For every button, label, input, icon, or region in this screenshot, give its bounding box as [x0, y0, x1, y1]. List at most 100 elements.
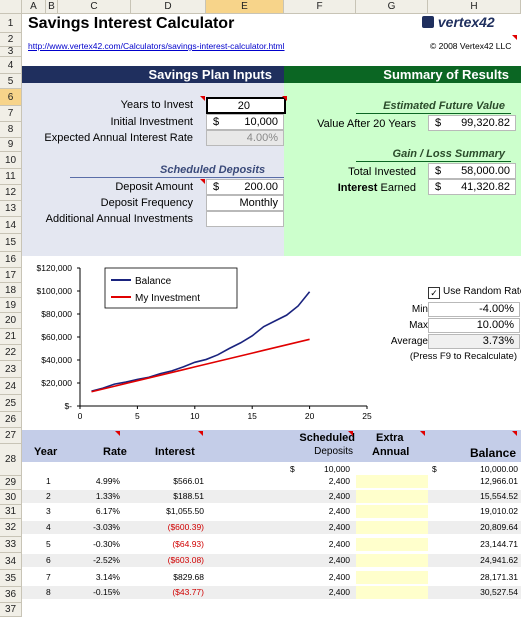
comment-marker-icon: [348, 431, 353, 436]
row-header-12[interactable]: 12: [0, 185, 22, 201]
select-all-corner[interactable]: [0, 0, 22, 14]
year-cell: 1: [46, 476, 51, 486]
extra-annual-input[interactable]: [356, 571, 428, 584]
table-row: 3 6.17% $1,055.50 2,400 19,010.02: [22, 505, 521, 518]
column-header-e[interactable]: E: [206, 0, 284, 14]
estimated-future-value-title: Estimated Future Value: [383, 100, 505, 112]
row-header-35[interactable]: 35: [0, 570, 22, 587]
row-header-10[interactable]: 10: [0, 152, 22, 169]
extra-annual-input[interactable]: [356, 538, 428, 551]
row-header-1[interactable]: 1: [0, 14, 22, 33]
rate-cell: -2.52%: [93, 555, 120, 565]
x-tick-label: 0: [78, 411, 83, 421]
copyright-text: © 2008 Vertex42 LLC: [430, 41, 512, 51]
row-header-4[interactable]: 4: [0, 57, 22, 74]
deposits-cell: 2,400: [328, 506, 350, 516]
rate-cell: 6.17%: [95, 506, 120, 516]
calculator-link[interactable]: http://www.vertex42.com/Calculators/savi…: [28, 41, 285, 51]
year-cell: 6: [46, 555, 51, 565]
balance-cell: 30,527.54: [480, 587, 518, 597]
x-tick-label: 20: [305, 411, 315, 421]
row-header-13[interactable]: 13: [0, 201, 22, 217]
row-header-19[interactable]: 19: [0, 298, 22, 313]
row-header-9[interactable]: 9: [0, 138, 22, 152]
column-header-f[interactable]: F: [284, 0, 356, 14]
row-header-21[interactable]: 21: [0, 329, 22, 345]
extra-annual-input[interactable]: [356, 490, 428, 503]
interest-earned-label: Interest Earned: [337, 182, 416, 194]
row-header-8[interactable]: 8: [0, 122, 22, 138]
extra-annual-input[interactable]: [356, 586, 428, 599]
row-header-30[interactable]: 30: [0, 490, 22, 505]
extra-annual-input[interactable]: [356, 475, 428, 488]
row-header-20[interactable]: 20: [0, 313, 22, 329]
average-label: Average: [390, 336, 428, 347]
row-header-23[interactable]: 23: [0, 361, 22, 378]
rate-header: Rate: [103, 446, 127, 458]
interest-rate-input[interactable]: 4.00%: [206, 130, 284, 146]
year-cell: 4: [46, 522, 51, 532]
deposits-cell: 2,400: [328, 491, 350, 501]
min-rate-input[interactable]: -4.00%: [428, 302, 520, 317]
y-tick-label: $-: [64, 401, 72, 411]
initial-investment-label: Initial Investment: [110, 116, 193, 128]
row-header-15[interactable]: 15: [0, 234, 22, 252]
max-rate-input[interactable]: 10.00%: [428, 318, 520, 333]
row-header-25[interactable]: 25: [0, 395, 22, 412]
row-header-24[interactable]: 24: [0, 378, 22, 395]
annual-header: Annual: [372, 446, 410, 458]
checkbox-icon[interactable]: ✓: [428, 287, 440, 299]
row-header-22[interactable]: 22: [0, 345, 22, 361]
row-header-14[interactable]: 14: [0, 217, 22, 234]
extra-annual-input[interactable]: [356, 554, 428, 567]
row-header-28[interactable]: 28: [0, 444, 22, 476]
average-rate-output: 3.73%: [428, 334, 520, 349]
random-rate-toggle[interactable]: ✓ Use Random Rate: [428, 286, 521, 300]
years-label: Years to Invest: [120, 99, 193, 111]
row-header-3[interactable]: 3: [0, 47, 22, 57]
row-header-6[interactable]: 6: [0, 89, 22, 106]
column-header-d[interactable]: D: [131, 0, 206, 14]
row-header-27[interactable]: 27: [0, 428, 22, 444]
row-header-32[interactable]: 32: [0, 519, 22, 537]
row-header-11[interactable]: 11: [0, 169, 22, 185]
x-tick-label: 15: [247, 411, 257, 421]
column-header-a[interactable]: A: [22, 0, 46, 14]
balance-cell: 24,941.62: [480, 555, 518, 565]
interest-cell: ($600.39): [167, 522, 204, 532]
row-header-33[interactable]: 33: [0, 537, 22, 553]
column-header-b[interactable]: B: [46, 0, 58, 14]
row-header-37[interactable]: 37: [0, 603, 22, 617]
summary-header-label: Summary of Results: [383, 67, 509, 82]
row-header-5[interactable]: 5: [0, 74, 22, 89]
row-header-29[interactable]: 29: [0, 476, 22, 490]
column-header-g[interactable]: G: [356, 0, 428, 14]
additional-investments-label: Additional Annual Investments: [45, 213, 193, 225]
initial-investment-input[interactable]: $ 10,000: [206, 114, 284, 130]
row-header-26[interactable]: 26: [0, 412, 22, 428]
row-header-34[interactable]: 34: [0, 553, 22, 570]
row-header-2[interactable]: 2: [0, 33, 22, 47]
balance-cell: 15,554.52: [480, 491, 518, 501]
deposit-amount-input[interactable]: $ 200.00: [206, 179, 284, 195]
column-header-h[interactable]: H: [428, 0, 521, 14]
scheduled-deposits-title: Scheduled Deposits: [160, 164, 266, 176]
balance-cell: 12,966.01: [480, 476, 518, 486]
deposit-frequency-select[interactable]: Monthly: [206, 195, 284, 211]
row-header-16[interactable]: 16: [0, 252, 22, 268]
years-input[interactable]: 20: [206, 97, 286, 114]
comment-marker-icon: [200, 179, 205, 184]
extra-annual-input[interactable]: [356, 505, 428, 518]
chart-legend: [104, 267, 238, 309]
additional-investments-input[interactable]: [206, 211, 284, 227]
logo-text: vertex42: [437, 14, 495, 30]
row-header-18[interactable]: 18: [0, 283, 22, 298]
column-header-c[interactable]: C: [58, 0, 131, 14]
row-header-36[interactable]: 36: [0, 587, 22, 603]
table-row: 2 1.33% $188.51 2,400 15,554.52: [22, 490, 521, 503]
row-header-7[interactable]: 7: [0, 106, 22, 122]
row-header-31[interactable]: 31: [0, 505, 22, 519]
comment-marker-icon: [282, 96, 287, 101]
row-header-17[interactable]: 17: [0, 268, 22, 283]
extra-annual-input[interactable]: [356, 521, 428, 534]
